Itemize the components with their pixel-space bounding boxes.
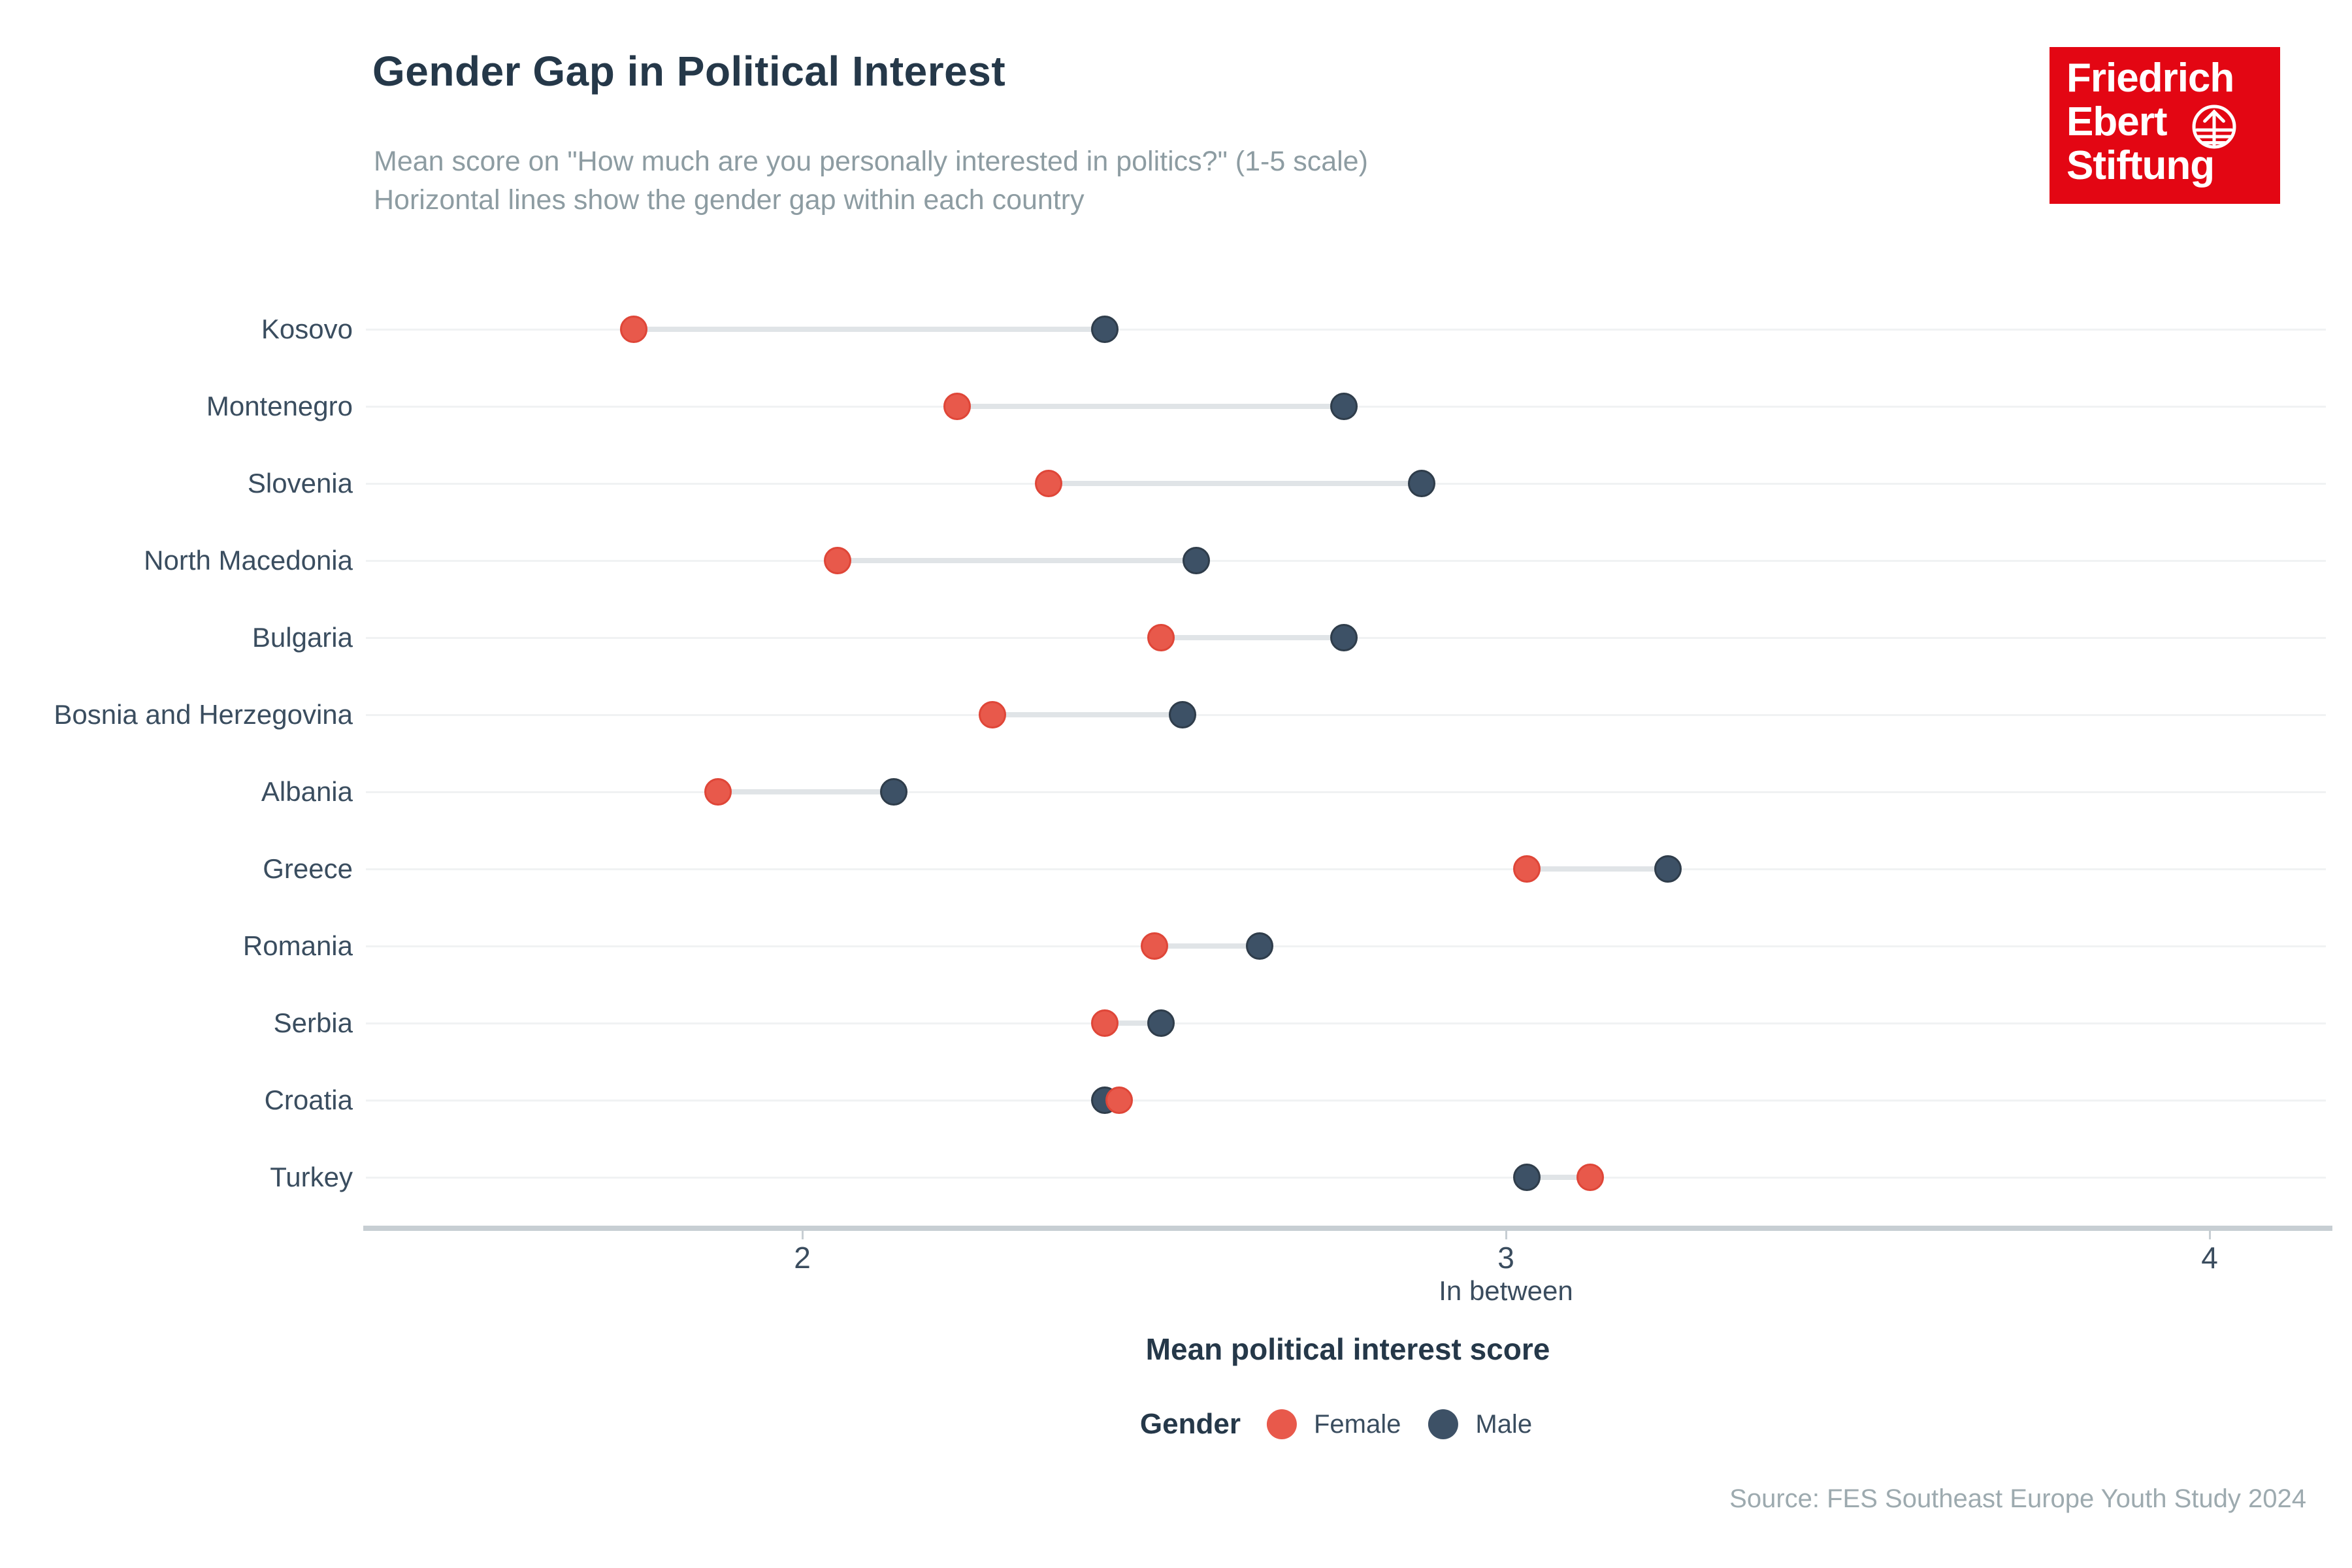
row-gridline [366, 868, 2326, 870]
male-dot [1330, 393, 1358, 420]
female-dot [1140, 932, 1168, 960]
x-axis-tick-label: 4 [2201, 1241, 2218, 1275]
female-dot [1513, 855, 1541, 883]
source-note: Source: FES Southeast Europe Youth Study… [1729, 1484, 2306, 1513]
x-axis-tick-label: 2 [794, 1241, 811, 1275]
female-dot [704, 778, 732, 806]
male-dot [1654, 855, 1682, 883]
x-axis-line [363, 1226, 2332, 1231]
female-dot [943, 393, 971, 420]
country-label: Albania [261, 776, 353, 807]
row-gridline [366, 714, 2326, 716]
country-label: Kosovo [261, 314, 353, 344]
x-axis-title: Mean political interest score [1145, 1332, 1550, 1366]
male-dot [1246, 932, 1274, 960]
row-gridline [366, 945, 2326, 947]
legend-title: Gender [1139, 1408, 1241, 1440]
page-title: Gender Gap in Political Interest [372, 48, 1006, 95]
x-axis-tick-label: 3 [1497, 1241, 1514, 1275]
row-gridline [366, 791, 2326, 793]
male-dot [1330, 624, 1358, 651]
gender-gap-connector [1048, 481, 1422, 486]
country-label: Greece [263, 853, 353, 884]
female-dot [1091, 1009, 1119, 1037]
female-dot [978, 701, 1006, 728]
legend-label-female: Female [1313, 1409, 1401, 1439]
gender-gap-connector [1527, 866, 1668, 872]
female-dot [1576, 1164, 1605, 1191]
fes-logo-line-1: Friedrich [2066, 56, 2234, 101]
fes-logo-text: Friedrich Ebert Stiftung [2066, 56, 2234, 188]
gender-gap-connector [837, 558, 1197, 563]
female-dot [1147, 624, 1175, 651]
fes-logo-line-3: Stiftung [2066, 143, 2215, 188]
legend: Gender Female Male [1140, 1408, 1532, 1441]
country-label: Bosnia and Herzegovina [54, 699, 353, 730]
country-label: Montenegro [206, 391, 353, 421]
female-dot [823, 547, 851, 574]
male-dot [1513, 1164, 1541, 1191]
x-axis-tick-sublabel: In between [1439, 1275, 1573, 1306]
row-gridline [366, 1100, 2326, 1102]
row-gridline [366, 560, 2326, 562]
subtitle-line-1: Mean score on "How much are you personal… [374, 146, 1368, 177]
gender-gap-connector [717, 789, 894, 794]
country-label: Serbia [273, 1007, 353, 1038]
row-gridline [366, 1177, 2326, 1179]
female-dot [1034, 470, 1062, 497]
row-gridline [366, 1022, 2326, 1024]
male-dot [1183, 547, 1211, 574]
gender-gap-connector [956, 404, 1345, 409]
male-dot [1147, 1009, 1175, 1037]
fes-logo-line-2: Ebert [2066, 99, 2167, 144]
gender-gap-connector [1154, 943, 1260, 949]
fes-logo: Friedrich Ebert Stiftung [2050, 47, 2280, 204]
male-dot [1091, 316, 1119, 343]
page-subtitle: Mean score on "How much are you personal… [374, 142, 1368, 220]
country-label: Bulgaria [252, 622, 353, 653]
female-legend-dot-icon [1266, 1409, 1297, 1439]
male-legend-dot-icon [1428, 1409, 1459, 1439]
globe-arrow-icon [2192, 105, 2236, 149]
country-label: Croatia [264, 1085, 353, 1115]
gender-gap-connector [1105, 1021, 1162, 1026]
legend-label-male: Male [1475, 1409, 1533, 1439]
country-label: Slovenia [247, 468, 353, 498]
gender-gap-connector [992, 712, 1183, 717]
subtitle-line-2: Horizontal lines show the gender gap wit… [374, 184, 1085, 216]
male-dot [1168, 701, 1196, 728]
x-axis-tick-mark [802, 1231, 804, 1239]
female-dot [619, 316, 647, 343]
x-axis-tick-mark [2209, 1231, 2211, 1239]
country-label: North Macedonia [144, 545, 353, 576]
x-axis-tick-mark [1505, 1231, 1507, 1239]
gender-gap-connector [1161, 635, 1345, 640]
gender-gap-connector [1527, 1175, 1591, 1180]
male-dot [880, 778, 907, 806]
country-label: Turkey [270, 1162, 353, 1192]
gender-gap-connector [633, 327, 1105, 332]
row-gridline [366, 329, 2326, 331]
female-dot [1105, 1086, 1133, 1114]
country-label: Romania [242, 930, 353, 961]
male-dot [1407, 470, 1435, 497]
